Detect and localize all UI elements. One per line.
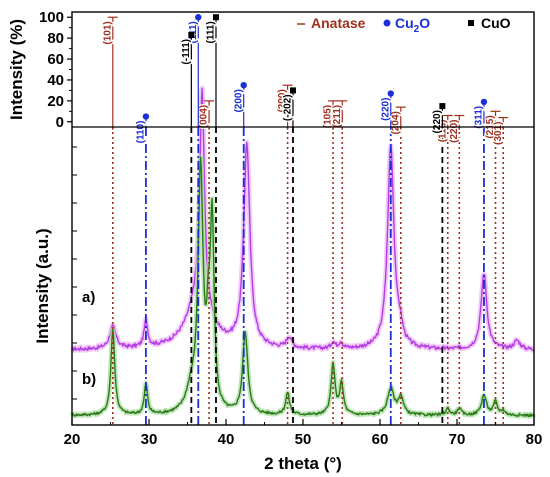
peak-label-group-cu2o-3: (220) — [379, 96, 393, 122]
legend-cu2o-label: Cu2O — [395, 15, 430, 35]
xtick-label-0: 20 — [64, 431, 81, 448]
legend-cuo-marker — [468, 20, 474, 26]
series-line-0 — [71, 87, 535, 352]
peak-label-group-cu2o-0: (110) — [134, 119, 148, 144]
cu2o-marker-2 — [240, 81, 247, 89]
peak-label-cuo-0: (-111) — [181, 39, 192, 65]
x-axis-title: 2 theta (°) — [264, 454, 342, 473]
legend-anatase-label: Anatase — [311, 15, 366, 31]
top-ytick-label-0: 0 — [56, 114, 64, 131]
peak-label-cu2o-0: (110) — [136, 121, 147, 144]
peak-label-cu2o-2: (200) — [233, 89, 244, 112]
cu2o-marker-1 — [195, 14, 202, 21]
peak-label-group-cu2o-4: (311) — [472, 105, 486, 130]
cuo-marker-3 — [439, 103, 446, 110]
peak-label-anatase-5: (204) — [390, 111, 401, 134]
xtick-label-5: 70 — [449, 431, 466, 448]
peak-label-group-anatase-1: (004) — [197, 104, 211, 130]
series-halo-1 — [69, 154, 537, 419]
top-ytick-label-2: 40 — [47, 72, 64, 89]
peak-label-cuo-1: (111) — [206, 21, 217, 43]
series-label-b: b) — [82, 371, 96, 388]
peak-label-cu2o-3: (220) — [380, 98, 391, 121]
peak-label-anatase-4: (211) — [332, 105, 343, 128]
top-ytick-label-3: 60 — [47, 51, 64, 68]
peak-label-group-cuo-3: (220) — [431, 109, 445, 135]
peak-label-group-anatase-9: (301) — [492, 120, 506, 146]
cuo-marker-0 — [188, 32, 195, 38]
peak-label-anatase-3: (105) — [323, 105, 334, 128]
legend-cuo-label: CuO — [481, 15, 511, 31]
xtick-label-4: 60 — [372, 431, 389, 448]
series-label-a: a) — [82, 289, 95, 306]
peak-label-anatase-7: (220) — [449, 120, 460, 143]
peak-label-group-anatase-3: (105) — [321, 104, 335, 130]
xtick-label-3: 50 — [295, 431, 312, 448]
peak-label-anatase-0: (101) — [102, 21, 113, 44]
peak-label-cuo-2: (-202) — [283, 94, 294, 121]
cu2o-marker-3 — [387, 90, 394, 97]
peak-label-group-anatase-0: (101) — [101, 20, 115, 46]
xtick-label-2: 40 — [218, 431, 235, 448]
peak-label-group-cu2o-2: (200) — [232, 88, 246, 114]
top-ytick-label-5: 100 — [39, 9, 64, 26]
cu2o-marker-4 — [480, 98, 488, 106]
peak-label-group-cuo-0: (-111) — [180, 38, 194, 66]
xtick-label-1: 30 — [141, 431, 158, 448]
top-ytick-label-1: 20 — [47, 93, 64, 110]
peak-label-cu2o-4: (311) — [474, 106, 485, 129]
peak-label-group-anatase-2: (200) — [276, 88, 290, 114]
plot-frame — [71, 11, 535, 426]
peak-label-group-anatase-6: (116) — [436, 118, 450, 143]
peak-label-group-anatase-5: (204) — [389, 110, 403, 136]
xtick-label-6: 80 — [526, 431, 543, 448]
bottom-y-axis-title: Intensity (a.u.) — [33, 228, 52, 343]
peak-label-cuo-3: (220) — [432, 110, 443, 133]
peak-label-group-cuo-1: (111) — [204, 20, 218, 45]
peak-label-anatase-2: (200) — [277, 89, 288, 112]
top-y-axis-title: Intensity (%) — [7, 19, 26, 120]
series-line-1 — [71, 156, 535, 418]
peak-label-group-cuo-2: (-202) — [281, 93, 295, 122]
cuo-marker-2 — [289, 87, 296, 94]
peak-label-anatase-1: (004) — [199, 105, 210, 128]
legend-cu2o-marker — [383, 19, 391, 27]
cu2o-marker-0 — [142, 113, 150, 120]
peak-label-anatase-6: (116) — [437, 120, 448, 143]
top-ytick-label-4: 80 — [47, 30, 64, 47]
peak-label-group-anatase-4: (211) — [331, 104, 345, 129]
cuo-marker-1 — [212, 14, 219, 21]
peak-label-group-anatase-7: (220) — [448, 118, 462, 144]
peak-label-anatase-9: (301) — [493, 122, 504, 145]
